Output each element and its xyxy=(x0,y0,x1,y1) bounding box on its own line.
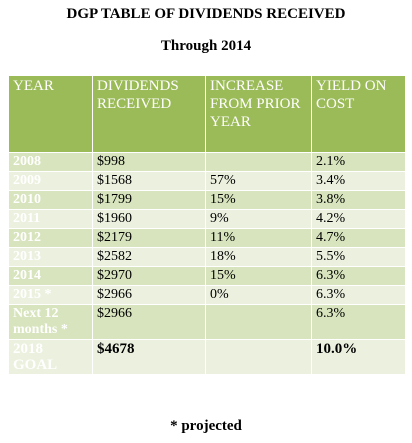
table-cell: 0% xyxy=(205,285,312,305)
column-header: INCREASE FROM PRIOR YEAR xyxy=(205,75,312,153)
table-cell: $2966 xyxy=(92,285,206,305)
table-cell xyxy=(205,339,312,375)
row-label: 2009 xyxy=(8,171,93,191)
table-cell: $1568 xyxy=(92,171,206,191)
table-row: 2014 $2970 15% 6.3% xyxy=(8,266,406,286)
table-cell: 4.2% xyxy=(311,209,406,229)
dividend-table: YEAR DIVIDENDS RECEIVED INCREASE FROM PRIO… xyxy=(8,75,406,375)
table-cell xyxy=(205,152,312,172)
row-label: 2018 GOAL xyxy=(8,339,93,375)
table-cell: 6.3% xyxy=(311,285,406,305)
table-cell: 5.5% xyxy=(311,247,406,267)
table-row: 2011 $1960 9% 4.2% xyxy=(8,209,406,229)
column-header: YIELD ON COST xyxy=(311,75,406,153)
column-header: YEAR xyxy=(8,75,93,153)
row-label: 2008 xyxy=(8,152,93,172)
header-row: YEAR DIVIDENDS RECEIVED INCREASE FROM PRIO… xyxy=(8,75,406,153)
table-row: 2010 $1799 15% 3.8% xyxy=(8,190,406,210)
table-cell: 4.7% xyxy=(311,228,406,248)
table-cell: 3.4% xyxy=(311,171,406,191)
title: DGP TABLE OF DIVIDENDS RECEIVED xyxy=(66,6,346,22)
column-header: DIVIDENDS RECEIVED xyxy=(92,75,206,153)
table-cell: $2582 xyxy=(92,247,206,267)
table-cell: 10.0% xyxy=(311,339,406,375)
table-cell: 11% xyxy=(205,228,312,248)
table-row: Next 12 months * $2966 6.3% xyxy=(8,304,406,340)
row-label: 2011 xyxy=(8,209,93,229)
table-cell: 6.3% xyxy=(311,266,406,286)
table-body: 2008 $998 2.1% 2009 $1568 57% 3.4% 2010 $1799 15%… xyxy=(8,152,406,375)
table-row: 2008 $998 2.1% xyxy=(8,152,406,172)
table-cell: 9% xyxy=(205,209,312,229)
subtitle: Through 2014 xyxy=(160,38,252,54)
table-row: 2018 GOAL $4678 10.0% xyxy=(8,339,406,375)
table-row: 2013 $2582 18% 5.5% xyxy=(8,247,406,267)
table-cell: $998 xyxy=(92,152,206,172)
table-cell: 15% xyxy=(205,190,312,210)
table-cell: $4678 xyxy=(92,339,206,375)
table-cell: $2966 xyxy=(92,304,206,340)
table-cell: 2.1% xyxy=(311,152,406,172)
row-label: Next 12 months * xyxy=(8,304,93,340)
table-row: 2009 $1568 57% 3.4% xyxy=(8,171,406,191)
table-cell xyxy=(205,304,312,340)
table-cell: 57% xyxy=(205,171,312,191)
row-label: 2012 xyxy=(8,228,93,248)
row-label: 2014 xyxy=(8,266,93,286)
table-row: 2012 $2179 11% 4.7% xyxy=(8,228,406,248)
row-label: 2015 * xyxy=(8,285,93,305)
table-cell: 3.8% xyxy=(311,190,406,210)
row-label: 2010 xyxy=(8,190,93,210)
table-cell: 15% xyxy=(205,266,312,286)
table-cell: $1960 xyxy=(92,209,206,229)
footnote: * projected xyxy=(170,418,242,434)
row-label: 2013 xyxy=(8,247,93,267)
table-cell: $2970 xyxy=(92,266,206,286)
table-cell: 18% xyxy=(205,247,312,267)
table-row: 2015 * $2966 0% 6.3% xyxy=(8,285,406,305)
table-cell: $2179 xyxy=(92,228,206,248)
table-cell: $1799 xyxy=(92,190,206,210)
table-cell: 6.3% xyxy=(311,304,406,340)
